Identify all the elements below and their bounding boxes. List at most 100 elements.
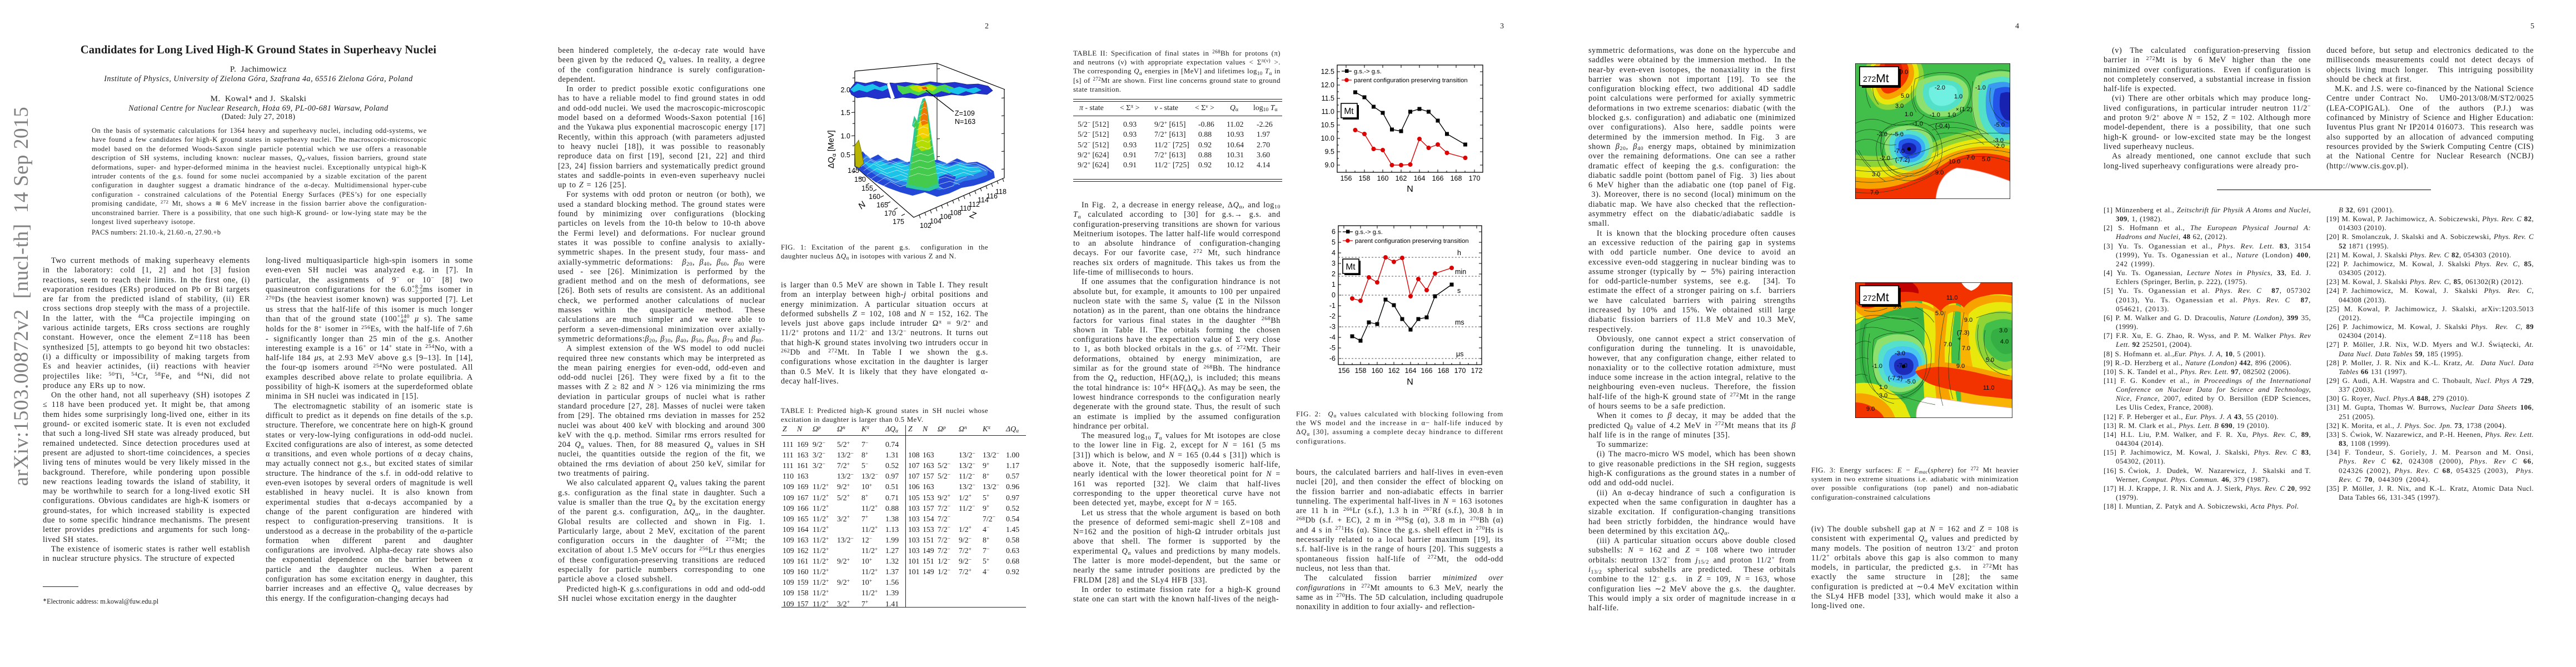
svg-text:0.1: 0.1 (1840, 102, 1851, 110)
svg-text:0.7: 0.7 (1992, 203, 2002, 212)
svg-text:Mt: Mt (1346, 262, 1356, 272)
svg-text:parent configuration preservin: parent configuration preserving transiti… (1355, 238, 1469, 245)
svg-text:-5.0: -5.0 (1994, 122, 2005, 128)
svg-text:166: 166 (1421, 367, 1433, 375)
svg-text:g.s.-> g.s.: g.s.-> g.s. (1355, 229, 1383, 236)
svg-text:0.5: 0.5 (1952, 422, 1963, 431)
svg-text:Mt: Mt (1344, 107, 1354, 116)
svg-text:-3.0: -3.0 (1877, 131, 1887, 138)
svg-text:β20: β20 (1930, 217, 1940, 227)
svg-text:2.0: 2.0 (841, 86, 850, 94)
svg-text:Qα [MeV]: Qα [MeV] (1317, 97, 1319, 129)
svg-text:-5.0: -5.0 (1905, 379, 1916, 385)
svg-text:7.0: 7.0 (1870, 190, 1879, 196)
svg-text:9.0: 9.0 (1935, 170, 1944, 176)
svg-text:β40: β40 (1834, 346, 1843, 356)
svg-text:N: N (1407, 377, 1413, 387)
svg-text:-6: -6 (1329, 355, 1336, 362)
svg-text:145: 145 (848, 167, 859, 175)
svg-text:12.0: 12.0 (1321, 81, 1334, 89)
svg-text:162: 162 (1396, 175, 1407, 182)
svg-text:9.0: 9.0 (1866, 406, 1875, 412)
svg-text:165: 165 (876, 201, 888, 209)
svg-text:-1.0: -1.0 (1975, 84, 1986, 91)
svg-text:156: 156 (1338, 367, 1350, 375)
svg-text:10.5: 10.5 (1321, 121, 1334, 129)
svg-text:7.0: 7.0 (1962, 345, 1970, 352)
svg-text:(7.3): (7.3) (1957, 330, 1970, 336)
svg-text:-7.0: -7.0 (1894, 148, 1905, 155)
svg-text:ΔQα [MeV]: ΔQα [MeV] (827, 130, 838, 168)
svg-text:0.0: 0.0 (1854, 203, 1865, 212)
svg-text:156: 156 (1341, 175, 1352, 182)
svg-text:μs: μs (1456, 350, 1463, 358)
svg-text:11.5: 11.5 (1322, 94, 1334, 102)
svg-text:0.3: 0.3 (1913, 422, 1924, 431)
svg-text:-0.2: -0.2 (1838, 184, 1851, 192)
svg-text:11.0: 11.0 (1946, 295, 1958, 301)
svg-text:parent configuration preservin: parent configuration preserving transiti… (1354, 77, 1468, 84)
svg-text:0.1: 0.1 (1874, 422, 1884, 431)
svg-text:9.0: 9.0 (1964, 317, 1972, 323)
svg-text:-1.0: -1.0 (1912, 121, 1923, 127)
svg-text:104: 104 (930, 217, 941, 225)
svg-text:102: 102 (920, 222, 931, 230)
svg-text:162: 162 (1388, 367, 1400, 375)
svg-text:158: 158 (1355, 367, 1367, 375)
svg-text:N: N (856, 200, 868, 211)
svg-text:+: + (1957, 336, 1961, 342)
svg-text:-1.0: -1.0 (1930, 112, 1940, 118)
svg-text:158: 158 (1359, 175, 1371, 182)
svg-text:-5: -5 (1329, 344, 1336, 352)
svg-text:g.s.-> g.s.: g.s.-> g.s. (1354, 68, 1382, 75)
svg-text:(-0.4): (-0.4) (1935, 123, 1950, 130)
svg-text:0.6: 0.6 (1972, 422, 1983, 431)
svg-text:-7.0: -7.0 (1897, 362, 1907, 369)
svg-text:β40: β40 (1834, 126, 1843, 136)
svg-text:12.5: 12.5 (1321, 68, 1334, 76)
svg-text:172: 172 (1471, 367, 1483, 375)
svg-text:1.0: 1.0 (841, 132, 850, 140)
svg-text:112: 112 (969, 201, 980, 208)
svg-text:1.5: 1.5 (841, 109, 850, 117)
svg-text:11.0: 11.0 (1983, 385, 1995, 391)
svg-text:108: 108 (950, 209, 961, 217)
svg-text:0.5: 0.5 (1952, 203, 1963, 212)
svg-text:0.2: 0.2 (1894, 422, 1904, 431)
svg-text:(1.2): (1.2) (1960, 106, 1972, 113)
svg-text:0.0: 0.0 (1840, 129, 1851, 137)
svg-text:-3: -3 (1329, 323, 1336, 331)
svg-text:110: 110 (960, 205, 971, 212)
svg-text:0: 0 (1332, 291, 1336, 299)
svg-text:7.0: 7.0 (1944, 341, 1952, 348)
svg-text:-2.0: -2.0 (1994, 143, 2005, 150)
svg-text:166: 166 (1432, 175, 1444, 182)
svg-text:170: 170 (1454, 367, 1466, 375)
svg-text:Z=109: Z=109 (955, 109, 975, 117)
svg-text:272Mt: 272Mt (1863, 291, 1889, 304)
svg-text:3.0: 3.0 (1999, 327, 2007, 334)
svg-text:4: 4 (1332, 249, 1336, 257)
svg-text:2: 2 (1332, 270, 1336, 278)
svg-text:N: N (1407, 185, 1413, 194)
svg-text:1.0: 1.0 (1954, 93, 1962, 100)
svg-text:170: 170 (884, 210, 896, 217)
svg-text:9.0: 9.0 (1956, 363, 1965, 370)
svg-text:0.1: 0.1 (1874, 203, 1884, 212)
svg-text:6: 6 (1332, 228, 1336, 236)
svg-text:164: 164 (1405, 367, 1417, 375)
svg-text:5.0: 5.0 (1982, 156, 1990, 163)
svg-text:-2.0: -2.0 (1880, 155, 1890, 162)
svg-text:h: h (1457, 249, 1461, 257)
svg-text:1: 1 (1332, 281, 1336, 288)
svg-text:0.2: 0.2 (1894, 203, 1904, 212)
svg-text:5.0: 5.0 (1901, 93, 1909, 99)
svg-text:×: × (1956, 107, 1959, 113)
svg-text:0.2: 0.2 (1840, 74, 1851, 82)
svg-text:-5.0: -5.0 (1893, 131, 1904, 138)
svg-text:168: 168 (1451, 175, 1462, 182)
svg-text:5: 5 (1332, 238, 1336, 246)
svg-text:min: min (1455, 268, 1466, 276)
svg-text:0.0: 0.0 (1840, 348, 1851, 356)
svg-text:175: 175 (893, 218, 904, 226)
